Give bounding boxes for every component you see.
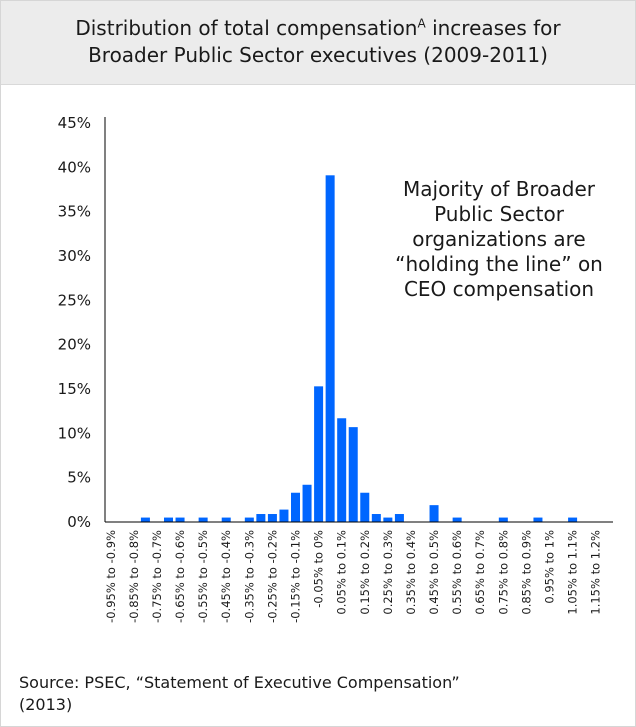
bar <box>429 505 439 522</box>
title-line-1: Distribution of total compensation <box>75 16 418 40</box>
bar <box>279 509 289 522</box>
bar <box>164 517 174 522</box>
y-tick-label: 30% <box>58 247 91 265</box>
x-tick-label: -0.05% to 0% <box>312 530 326 608</box>
x-tick-label: -0.85% to -0.8% <box>127 530 141 623</box>
bar <box>198 517 208 522</box>
y-axis-ticks: 0% 5% 10% 15% 20% 25% 30% 35% 40% 45% <box>58 114 91 531</box>
source-note: Source: PSEC, “Statement of Executive Co… <box>19 672 619 716</box>
x-tick-label: -0.35% to -0.3% <box>242 530 256 623</box>
bar <box>371 514 381 522</box>
bar <box>267 514 277 522</box>
bar <box>325 175 335 522</box>
x-axis-labels: -0.95% to -0.9% -0.85% to -0.8% -0.75% to … <box>104 530 603 623</box>
x-tick-label: 0.75% to 0.8% <box>496 530 510 615</box>
bar <box>383 517 393 522</box>
bar <box>244 517 254 522</box>
callout-line: organizations are <box>412 227 586 251</box>
bar <box>360 492 370 522</box>
chart-title: Distribution of total compensationA incr… <box>1 1 635 85</box>
callout-line: Majority of Broader <box>403 177 595 201</box>
y-tick-label: 20% <box>58 336 91 354</box>
y-tick-label: 15% <box>58 380 91 398</box>
bar <box>291 492 301 522</box>
y-tick-label: 5% <box>67 469 91 487</box>
x-tick-label: 0.15% to 0.2% <box>358 530 372 615</box>
x-tick-label: 0.85% to 0.9% <box>519 530 533 615</box>
source-line-1: Source: PSEC, “Statement of Executive Co… <box>19 673 460 692</box>
callout-annotation: Majority of Broader Public Sector organi… <box>379 177 619 302</box>
x-tick-label: -0.75% to -0.7% <box>150 530 164 623</box>
bar <box>337 418 347 522</box>
x-tick-label: 0.45% to 0.5% <box>427 530 441 615</box>
bar <box>498 517 508 522</box>
bar <box>175 517 185 522</box>
x-tick-label: -0.15% to -0.1% <box>289 530 303 623</box>
bar <box>568 517 578 522</box>
x-tick-label: -0.55% to -0.5% <box>196 530 210 623</box>
x-tick-label: -0.65% to -0.6% <box>173 530 187 623</box>
bar <box>314 386 324 522</box>
x-tick-label: 1.05% to 1.1% <box>566 530 580 615</box>
x-tick-label: 0.35% to 0.4% <box>404 530 418 615</box>
y-tick-label: 10% <box>58 424 91 442</box>
bar <box>256 514 266 522</box>
x-tick-label: 0.25% to 0.3% <box>381 530 395 615</box>
x-tick-label: -0.95% to -0.9% <box>104 530 118 623</box>
bars <box>140 175 578 522</box>
bar <box>452 517 462 522</box>
x-tick-label: 1.15% to 1.2% <box>589 530 603 615</box>
x-tick-label: 0.95% to 1% <box>543 530 557 604</box>
y-tick-label: 45% <box>58 114 91 132</box>
bar <box>533 517 543 522</box>
title-line-1-tail: increases for <box>432 16 561 40</box>
source-line-2: (2013) <box>19 695 73 714</box>
title-superscript: A <box>417 16 426 31</box>
y-tick-label: 35% <box>58 203 91 221</box>
x-tick-label: 0.05% to 0.1% <box>335 530 349 615</box>
callout-line: “holding the line” on <box>395 252 603 276</box>
bar <box>394 514 404 522</box>
bar <box>140 517 150 522</box>
y-tick-label: 0% <box>67 513 91 531</box>
x-tick-label: -0.45% to -0.4% <box>219 530 233 623</box>
x-tick-label: 0.55% to 0.6% <box>450 530 464 615</box>
bar-chart: 0% 5% 10% 15% 20% 25% 30% 35% 40% 45% -0.95% to -… <box>58 114 613 623</box>
x-tick-label: -0.25% to -0.2% <box>265 530 279 623</box>
bar <box>221 517 231 522</box>
bar <box>302 484 312 522</box>
x-tick-label: 0.65% to 0.7% <box>473 530 487 615</box>
y-tick-label: 40% <box>58 158 91 176</box>
callout-line: Public Sector <box>434 202 564 226</box>
title-line-2: Broader Public Sector executives (2009-2… <box>88 43 548 67</box>
bar <box>348 427 358 522</box>
y-tick-label: 25% <box>58 291 91 309</box>
callout-line: CEO compensation <box>403 277 595 301</box>
